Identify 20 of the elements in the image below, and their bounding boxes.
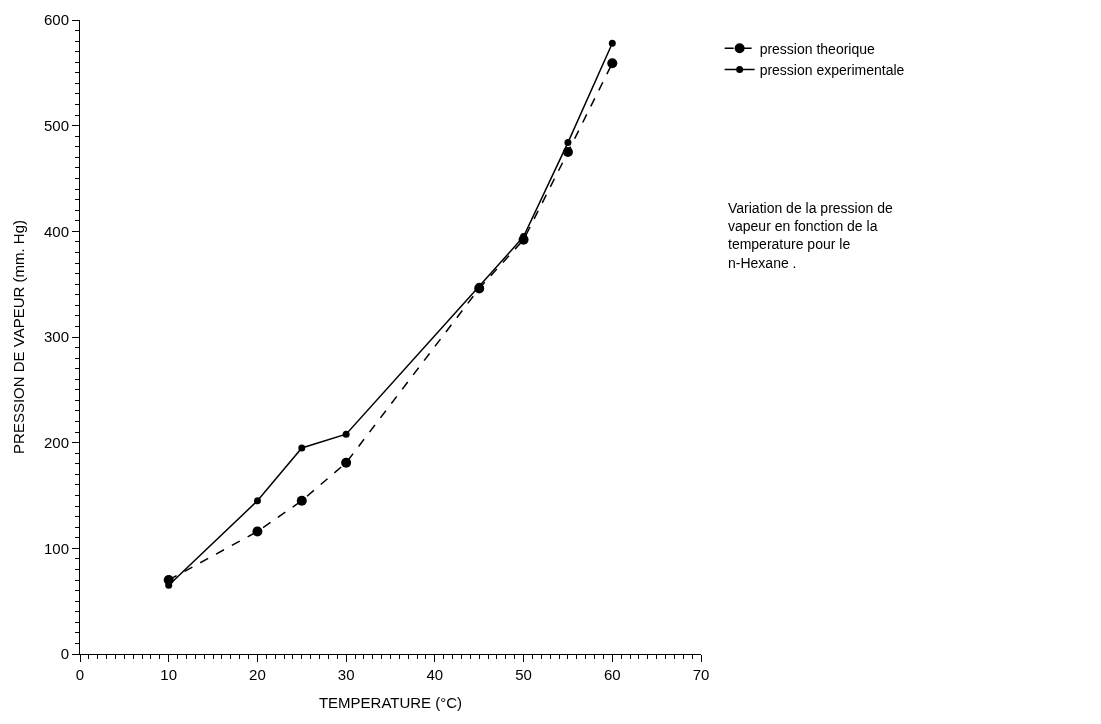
y-tick-label: 500 [43,116,69,134]
x-tick-label: 70 [692,666,710,683]
x-axis-title: TEMPERATURE (°C) [318,694,463,711]
x-tick-label: 30 [337,666,355,683]
y-axis-title: PRESSION DE VAPEUR (mm. Hg) [10,220,28,454]
y-tick-label: 600 [43,11,69,29]
y-tick-label: 400 [43,222,69,240]
y-tick-label: 100 [43,539,69,557]
x-tick-label: 0 [75,666,85,683]
y-tick-label: 300 [43,328,69,346]
x-tick-label: 20 [249,666,266,683]
x-tick-label: 50 [515,666,532,683]
x-tick-label: 40 [426,666,444,683]
text: Variation de la pression de vapeur en fonction de la temperature pour le n-Hexane . [728,200,893,271]
y-tick-label: 0 [60,645,69,663]
y-tick-label: 200 [43,433,69,451]
x-tick-label: 60 [603,666,621,683]
x-tick-label: 10 [160,666,178,683]
legend-label: pression theorique [759,40,876,57]
legend-label: pression experimentale [759,61,905,78]
